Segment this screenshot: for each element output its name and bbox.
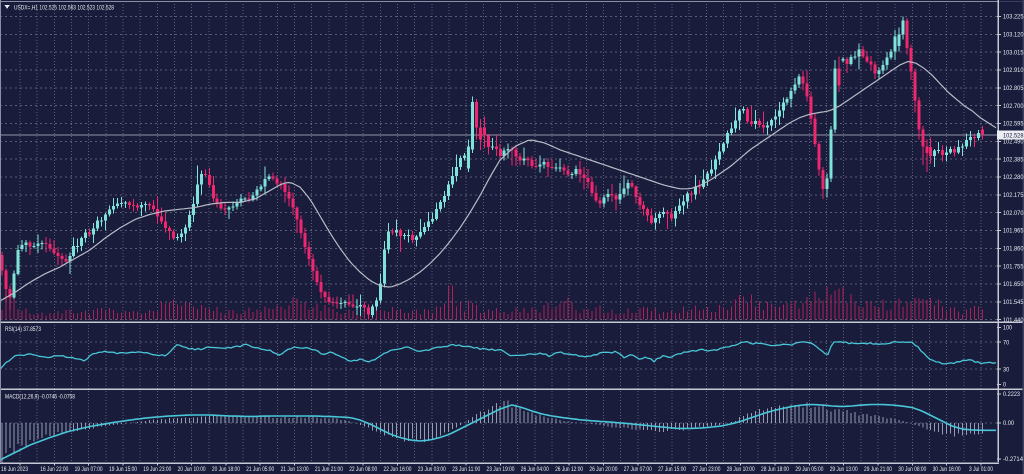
svg-text:101.545: 101.545 (1003, 299, 1024, 306)
svg-text:26 Jun 20:00: 26 Jun 20:00 (589, 466, 617, 473)
svg-text:21 Jun 21:00: 21 Jun 21:00 (315, 466, 343, 473)
svg-text:102.528: 102.528 (1003, 132, 1024, 139)
svg-text:102.070: 102.070 (1003, 210, 1024, 217)
svg-text:101.965: 101.965 (1003, 228, 1024, 235)
svg-text:102.805: 102.805 (1003, 85, 1024, 92)
svg-text:29 Jun 13:00: 29 Jun 13:00 (830, 466, 858, 473)
svg-text:20 Jun 10:00: 20 Jun 10:00 (178, 466, 206, 473)
svg-text:26 Jun 12:00: 26 Jun 12:00 (555, 466, 583, 473)
svg-text:16 Jun 22:00: 16 Jun 22:00 (40, 466, 68, 473)
svg-text:21 Jun 05:00: 21 Jun 05:00 (246, 466, 274, 473)
svg-text:28 Jun 18:00: 28 Jun 18:00 (761, 466, 789, 473)
svg-text:22 Jun 08:00: 22 Jun 08:00 (349, 466, 377, 473)
svg-text:23 Jun 11:00: 23 Jun 11:00 (452, 466, 480, 473)
svg-text:19 Jun 23:00: 19 Jun 23:00 (143, 466, 171, 473)
svg-text:22 Jun 16:00: 22 Jun 16:00 (384, 466, 412, 473)
svg-text:102.280: 102.280 (1003, 174, 1024, 181)
svg-text:101.440: 101.440 (1003, 317, 1024, 324)
svg-text:3 Jul 01:00: 3 Jul 01:00 (969, 466, 993, 473)
svg-text:100: 100 (1003, 325, 1012, 332)
svg-text:28 Jun 10:00: 28 Jun 10:00 (727, 466, 755, 473)
svg-text:0: 0 (1003, 382, 1006, 389)
svg-text:USDX=,H1 102.525 102.563 102.: USDX=,H1 102.525 102.563 102.523 102.528 (14, 5, 114, 12)
svg-text:19 Jun 15:00: 19 Jun 15:00 (109, 466, 137, 473)
svg-text:103.015: 103.015 (1003, 49, 1024, 56)
svg-text:30 Jun 08:00: 30 Jun 08:00 (898, 466, 926, 473)
svg-text:RSI(14) 37.8573: RSI(14) 37.8573 (5, 326, 41, 333)
svg-text:102.490: 102.490 (1003, 139, 1024, 146)
svg-text:23 Jun 19:00: 23 Jun 19:00 (487, 466, 515, 473)
svg-text:16 Jun 2023: 16 Jun 2023 (1, 466, 28, 473)
svg-text:0.2223: 0.2223 (1003, 391, 1020, 398)
svg-text:101.650: 101.650 (1003, 281, 1024, 288)
svg-text:103.120: 103.120 (1003, 32, 1024, 39)
svg-text:30 Jun 16:00: 30 Jun 16:00 (933, 466, 961, 473)
svg-text:101.860: 101.860 (1003, 246, 1024, 253)
svg-text:26 Jun 04:00: 26 Jun 04:00 (521, 466, 549, 473)
svg-text:102.385: 102.385 (1003, 156, 1024, 163)
svg-text:27 Jun 07:00: 27 Jun 07:00 (624, 466, 652, 473)
svg-text:0.00: 0.00 (1003, 420, 1014, 427)
svg-text:23 Jun 03:00: 23 Jun 03:00 (418, 466, 446, 473)
svg-text:21 Jun 13:00: 21 Jun 13:00 (281, 466, 309, 473)
svg-text:102.175: 102.175 (1003, 192, 1024, 199)
svg-text:102.700: 102.700 (1003, 103, 1024, 110)
svg-text:102.910: 102.910 (1003, 67, 1024, 74)
svg-text:103.225: 103.225 (1003, 14, 1024, 21)
svg-text:29 Jun 05:00: 29 Jun 05:00 (795, 466, 823, 473)
svg-text:70: 70 (1003, 339, 1010, 346)
svg-text:MACD(12,26,9) -0.0746 -0.0758: MACD(12,26,9) -0.0746 -0.0758 (5, 394, 75, 401)
svg-text:101.755: 101.755 (1003, 263, 1024, 270)
svg-text:29 Jun 21:00: 29 Jun 21:00 (864, 466, 892, 473)
svg-text:102.595: 102.595 (1003, 121, 1024, 128)
svg-text:19 Jun 07:00: 19 Jun 07:00 (75, 466, 103, 473)
svg-text:30: 30 (1003, 366, 1010, 373)
svg-text:27 Jun 23:00: 27 Jun 23:00 (692, 466, 720, 473)
svg-text:27 Jun 15:00: 27 Jun 15:00 (658, 466, 686, 473)
svg-text:-0.2714: -0.2714 (1003, 456, 1023, 463)
svg-text:20 Jun 18:00: 20 Jun 18:00 (212, 466, 240, 473)
